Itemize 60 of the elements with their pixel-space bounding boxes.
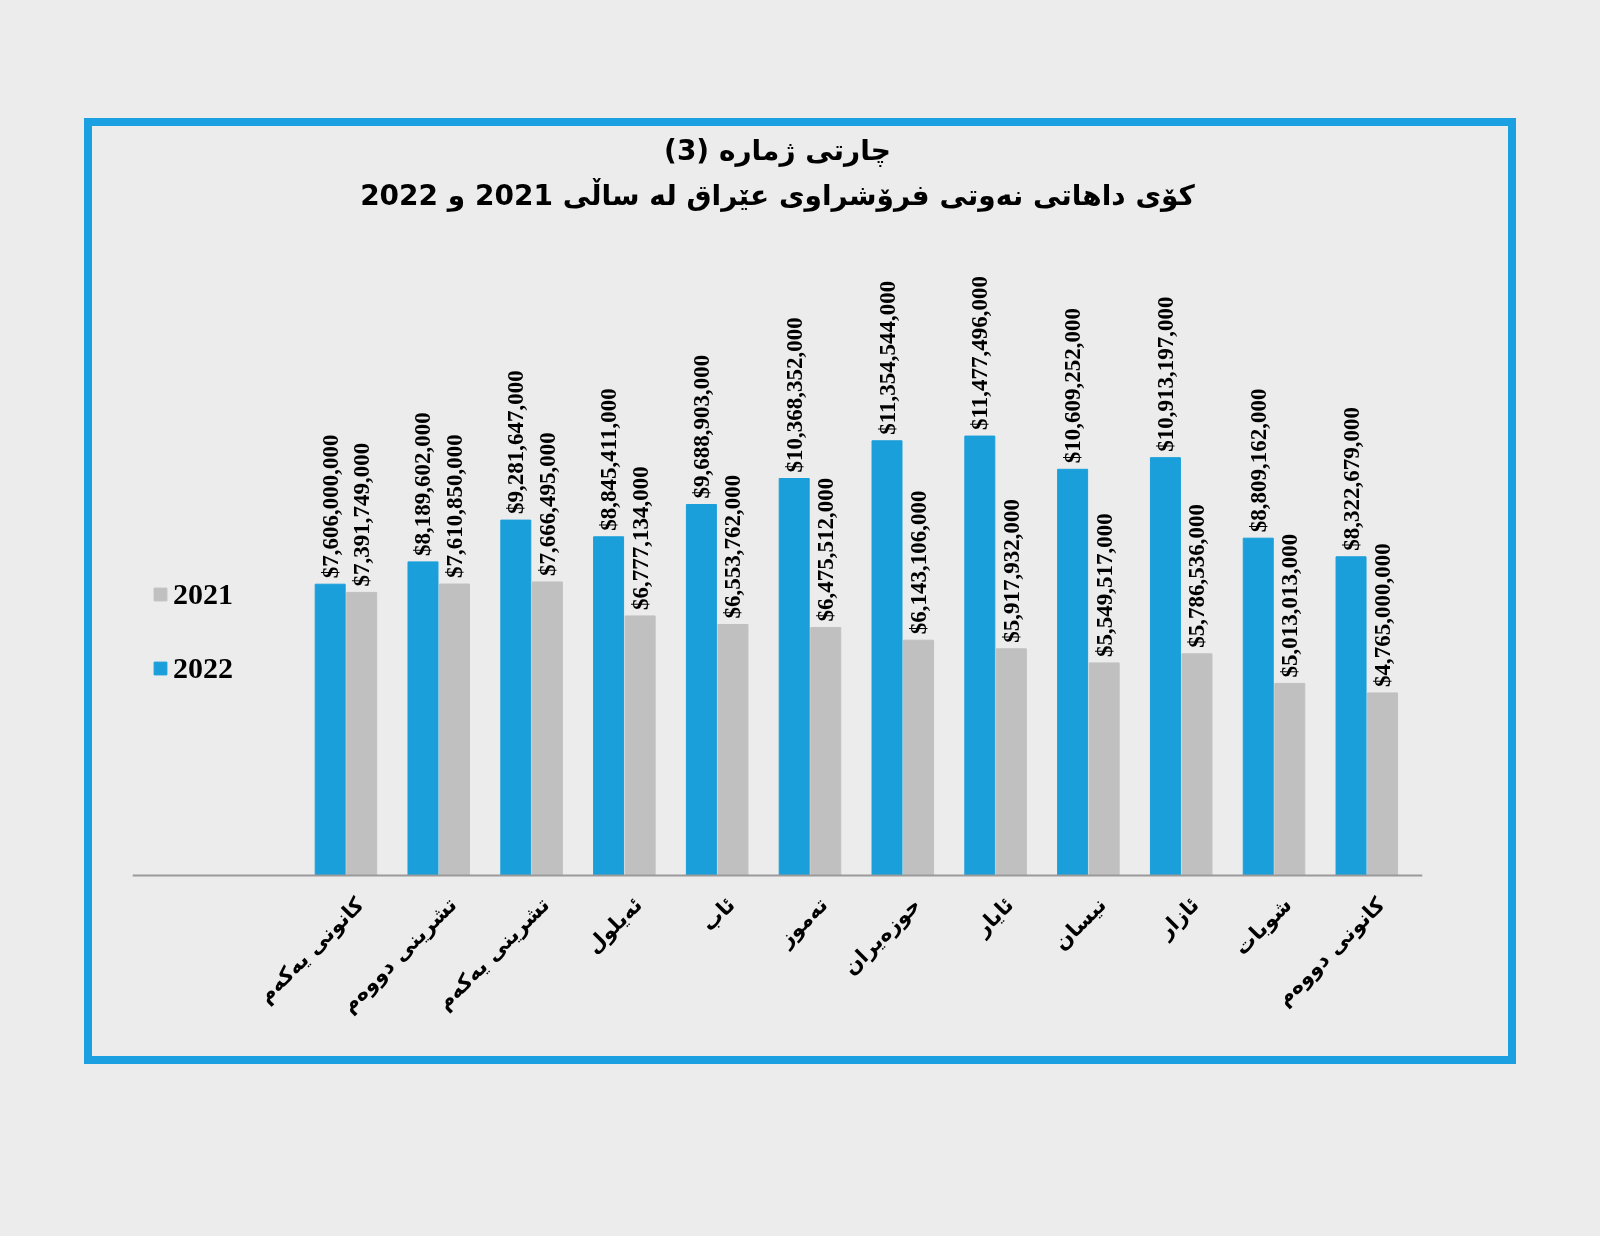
legend-label: 2022 <box>173 651 233 685</box>
data-label: $9,688,903,000 <box>688 354 714 499</box>
data-label: $5,013,013,000 <box>1277 533 1303 678</box>
bar <box>593 536 625 876</box>
data-label: $9,281,647,000 <box>503 370 529 515</box>
bar <box>685 504 717 876</box>
bar <box>1335 556 1367 876</box>
x-tick-label: ئایار <box>969 892 1019 942</box>
bar <box>1367 692 1399 876</box>
bar <box>778 478 810 876</box>
bar <box>346 591 378 876</box>
bar <box>1242 537 1274 876</box>
data-label: $8,189,602,000 <box>410 412 436 556</box>
data-label: $7,606,000,000 <box>317 434 343 579</box>
data-label: $8,845,411,000 <box>596 388 622 531</box>
bar <box>407 561 439 876</box>
bar <box>1274 682 1306 876</box>
bar <box>624 615 656 876</box>
data-label: $7,610,850,000 <box>442 434 468 579</box>
bar <box>810 626 842 876</box>
x-tick-label: حوزەیران <box>838 892 926 980</box>
x-tick-label: ئەیلول <box>581 892 647 959</box>
x-tick-label: تەموز <box>773 892 833 953</box>
chart-subtitle: كۆی داهاتی نەوتی فرۆشراوی عێراق له ساڵی 2021 و 2022 <box>360 177 1196 212</box>
legend-label: 2021 <box>173 577 233 611</box>
bar <box>903 639 935 876</box>
chart-title: چارتی ژماره (3) <box>664 133 891 167</box>
bar <box>1181 653 1213 876</box>
data-label: $10,913,197,000 <box>1152 296 1178 452</box>
data-label: $7,391,749,000 <box>349 442 375 587</box>
x-tick-label: ئازار <box>1152 892 1204 944</box>
bar <box>531 581 563 876</box>
bar <box>314 583 346 876</box>
bar <box>1057 468 1089 876</box>
bar <box>995 648 1027 876</box>
x-tick-label: نیسان <box>1048 892 1111 955</box>
bar <box>717 623 749 876</box>
bar <box>1088 662 1120 876</box>
data-label: $10,609,252,000 <box>1060 308 1086 464</box>
data-label: $6,553,762,000 <box>720 474 746 619</box>
x-tick-label: ئاب <box>696 892 740 936</box>
data-label: $11,477,496,000 <box>967 276 993 431</box>
data-label: $6,475,512,000 <box>813 477 839 622</box>
data-label: $10,368,352,000 <box>781 317 807 473</box>
data-label: $4,765,000,000 <box>1370 543 1396 687</box>
bar <box>1149 457 1181 876</box>
data-label: $8,322,679,000 <box>1338 407 1364 551</box>
bar <box>500 519 532 876</box>
data-label: $5,549,517,000 <box>1091 513 1117 657</box>
bar <box>964 435 996 876</box>
bar <box>871 440 903 876</box>
data-label: $11,354,544,000 <box>874 280 900 435</box>
data-label: $5,917,932,000 <box>998 499 1024 643</box>
data-label: $6,777,134,000 <box>627 466 653 610</box>
data-label: $6,143,106,000 <box>906 490 932 635</box>
data-label: $5,786,536,000 <box>1184 504 1210 648</box>
data-label: $7,666,495,000 <box>534 432 560 576</box>
bar <box>439 583 471 876</box>
data-label: $8,809,162,000 <box>1245 388 1271 533</box>
x-tick-label: شوبات <box>1229 892 1297 960</box>
